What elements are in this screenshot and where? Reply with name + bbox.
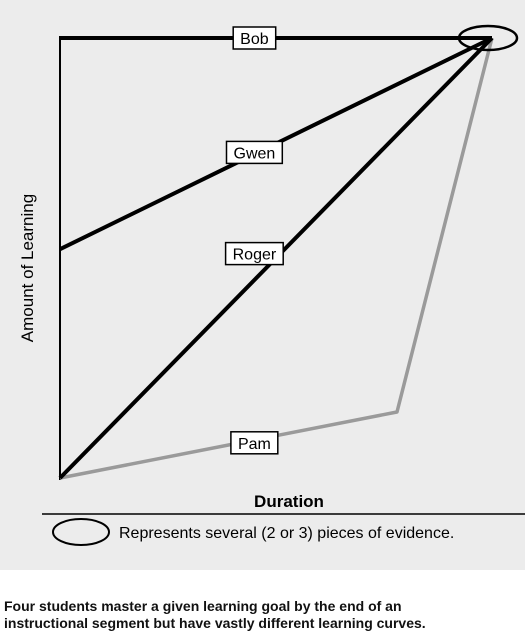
series-label-roger: Roger [233,247,277,264]
x-axis-label: Duration [254,492,324,511]
series-label-bob: Bob [240,31,269,48]
series-label-gwen: Gwen [234,145,276,162]
evidence-ellipse-marker [457,24,519,52]
label-layer: Bob Gwen Roger Pam [224,26,284,455]
figure-caption-line-2: instructional segment but have vastly di… [4,615,426,631]
series-label-box-bob [232,26,277,50]
series-line-pam [59,37,494,480]
y-axis-label: Amount of Learning [18,194,37,342]
series-label-box-pam [230,431,279,455]
series-label-box-gwen [225,140,284,165]
learning-curves-chart: Bob Gwen Roger Pam Duration Amount of Learn… [18,24,525,546]
legend: Represents several (2 or 3) pieces of ev… [52,518,454,546]
chart-panel: Bob Gwen Roger Pam Duration Amount of Learn… [0,0,525,570]
figure-caption-line-1: Four students master a given learning go… [4,598,402,614]
series-label-box-roger [224,241,284,266]
legend-ellipse-icon [52,518,110,546]
legend-text: Represents several (2 or 3) pieces of ev… [119,525,454,542]
marker-layer [457,24,519,52]
series-label-pam: Pam [238,436,271,453]
